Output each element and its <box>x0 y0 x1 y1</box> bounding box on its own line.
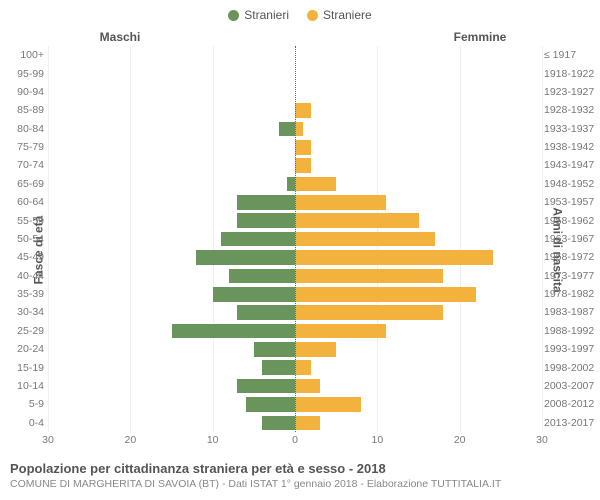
birth-label: 1953-1957 <box>544 196 600 208</box>
birth-label: ≤ 1917 <box>544 49 600 61</box>
x-axis: 3020100102030 <box>48 434 542 450</box>
age-label: 5-9 <box>4 398 44 410</box>
birth-label: 2008-2012 <box>544 398 600 410</box>
birth-label: 1958-1962 <box>544 215 600 227</box>
age-label: 80-84 <box>4 123 44 135</box>
birth-label: 1918-1922 <box>544 68 600 80</box>
birth-label: 1943-1947 <box>544 159 600 171</box>
age-label: 45-49 <box>4 251 44 263</box>
bar-female <box>295 177 336 192</box>
bar-female <box>295 397 361 412</box>
center-axis <box>295 46 296 432</box>
bar-male <box>229 269 295 284</box>
bar-female <box>295 305 443 320</box>
birth-label: 1948-1952 <box>544 178 600 190</box>
age-label: 10-14 <box>4 380 44 392</box>
birth-label: 2013-2017 <box>544 417 600 429</box>
chart-area: 100+≤ 191795-991918-192290-941923-192785… <box>48 46 542 432</box>
bar-female <box>295 416 320 431</box>
footer: Popolazione per cittadinanza straniera p… <box>10 461 590 490</box>
bar-male <box>172 324 296 339</box>
age-label: 55-59 <box>4 215 44 227</box>
age-label: 65-69 <box>4 178 44 190</box>
bar-female <box>295 269 443 284</box>
birth-label: 1993-1997 <box>544 343 600 355</box>
bar-female <box>295 342 336 357</box>
bar-female <box>295 122 303 137</box>
age-label: 40-44 <box>4 270 44 282</box>
legend-swatch-female <box>307 10 318 21</box>
bar-male <box>254 342 295 357</box>
x-tick: 30 <box>42 434 54 446</box>
age-label: 70-74 <box>4 159 44 171</box>
bar-male <box>237 305 295 320</box>
bar-female <box>295 324 386 339</box>
x-tick: 10 <box>371 434 383 446</box>
bar-female <box>295 213 419 228</box>
header-female: Femmine <box>300 30 600 44</box>
birth-label: 1978-1982 <box>544 288 600 300</box>
bar-male <box>237 195 295 210</box>
x-tick: 20 <box>454 434 466 446</box>
age-label: 95-99 <box>4 68 44 80</box>
bar-male <box>237 213 295 228</box>
age-label: 30-34 <box>4 306 44 318</box>
age-label: 25-29 <box>4 325 44 337</box>
bar-female <box>295 158 311 173</box>
x-tick: 10 <box>207 434 219 446</box>
age-label: 75-79 <box>4 141 44 153</box>
x-tick: 20 <box>124 434 136 446</box>
bar-female <box>295 195 386 210</box>
bar-male <box>213 287 295 302</box>
legend-item-female: Straniere <box>307 8 372 22</box>
age-label: 100+ <box>4 49 44 61</box>
birth-label: 2003-2007 <box>544 380 600 392</box>
age-label: 15-19 <box>4 362 44 374</box>
birth-label: 1928-1932 <box>544 104 600 116</box>
birth-label: 1973-1977 <box>544 270 600 282</box>
bar-female <box>295 379 320 394</box>
bar-female <box>295 250 493 265</box>
birth-label: 1968-1972 <box>544 251 600 263</box>
birth-label: 1998-2002 <box>544 362 600 374</box>
birth-label: 1963-1967 <box>544 233 600 245</box>
bar-female <box>295 140 311 155</box>
bar-female <box>295 232 435 247</box>
bar-male <box>279 122 295 137</box>
age-label: 20-24 <box>4 343 44 355</box>
age-label: 50-54 <box>4 233 44 245</box>
age-label: 60-64 <box>4 196 44 208</box>
bar-male <box>262 360 295 375</box>
chart-subtitle: COMUNE DI MARGHERITA DI SAVOIA (BT) - Da… <box>10 478 590 490</box>
bar-male <box>196 250 295 265</box>
bar-male <box>287 177 295 192</box>
bar-female <box>295 360 311 375</box>
bar-female <box>295 287 476 302</box>
legend: Stranieri Straniere <box>0 0 600 26</box>
x-tick: 0 <box>292 434 298 446</box>
age-label: 85-89 <box>4 104 44 116</box>
bar-male <box>262 416 295 431</box>
birth-label: 1923-1927 <box>544 86 600 98</box>
age-label: 90-94 <box>4 86 44 98</box>
legend-label-female: Straniere <box>323 8 372 22</box>
birth-label: 1983-1987 <box>544 306 600 318</box>
bar-male <box>246 397 295 412</box>
bar-male <box>237 379 295 394</box>
birth-label: 1933-1937 <box>544 123 600 135</box>
chart-title: Popolazione per cittadinanza straniera p… <box>10 461 590 476</box>
x-tick: 30 <box>536 434 548 446</box>
birth-label: 1938-1942 <box>544 141 600 153</box>
bar-female <box>295 103 311 118</box>
age-label: 0-4 <box>4 417 44 429</box>
column-headers: Maschi Femmine <box>0 30 600 44</box>
bar-male <box>221 232 295 247</box>
birth-label: 1988-1992 <box>544 325 600 337</box>
legend-label-male: Stranieri <box>244 8 289 22</box>
header-male: Maschi <box>0 30 300 44</box>
age-label: 35-39 <box>4 288 44 300</box>
legend-item-male: Stranieri <box>228 8 289 22</box>
legend-swatch-male <box>228 10 239 21</box>
